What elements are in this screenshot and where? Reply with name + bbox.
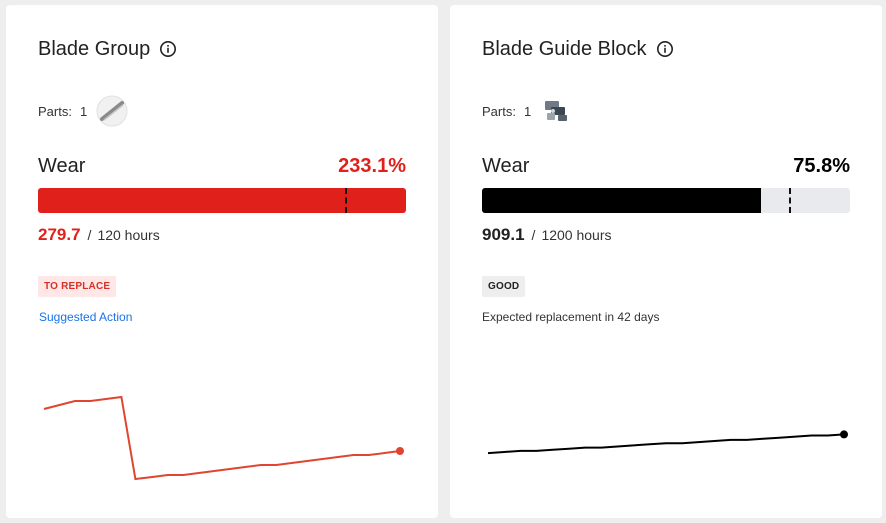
parts-row: Parts: 1 xyxy=(482,95,572,127)
wear-percent: 75.8% xyxy=(793,155,850,177)
sparkline-endpoint xyxy=(840,430,848,439)
hours-separator: / xyxy=(531,227,536,243)
card-title-row: Blade Guide Block xyxy=(482,37,674,61)
parts-label: Parts: xyxy=(38,103,72,119)
blade-part-icon[interactable] xyxy=(96,95,128,127)
info-icon[interactable] xyxy=(159,40,177,58)
parts-count: 1 xyxy=(523,103,532,119)
blade-group-card: Blade Group Parts: 1 Wear 233.1% 279.7 / xyxy=(6,5,438,518)
wear-progress-bar xyxy=(482,188,850,213)
wear-trend-sparkline xyxy=(487,430,848,455)
wear-percent: 233.1% xyxy=(338,155,406,177)
wear-row: Wear 75.8% xyxy=(482,155,850,178)
wear-row: Wear 233.1% xyxy=(38,155,406,178)
card-title: Blade Guide Block xyxy=(482,38,647,60)
suggested-action-link[interactable]: Suggested Action xyxy=(39,310,133,324)
sparkline-endpoint xyxy=(396,447,404,455)
blade-guide-block-card: Blade Guide Block Parts: 1 Wear 75.8% xyxy=(450,5,882,518)
hours-total: 120 hours xyxy=(97,227,160,243)
card-title-row: Blade Group xyxy=(38,37,177,61)
status-badge: TO REPLACE xyxy=(38,276,117,297)
hours-row: 909.1 / 1200 hours xyxy=(482,225,612,245)
info-icon[interactable] xyxy=(656,40,674,58)
wear-progress-fill xyxy=(482,188,761,213)
expected-replacement-text: Expected replacement in 42 days xyxy=(482,310,660,324)
parts-count: 1 xyxy=(79,103,88,119)
hours-total: 1200 hours xyxy=(541,227,612,243)
wear-progress-fill xyxy=(38,188,406,213)
hours-separator: / xyxy=(87,227,92,243)
card-title: Blade Group xyxy=(38,38,151,60)
hours-value: 279.7 xyxy=(38,225,81,244)
hours-row: 279.7 / 120 hours xyxy=(38,225,160,245)
guide-block-part-icon[interactable] xyxy=(540,95,572,127)
hours-value: 909.1 xyxy=(482,225,525,244)
parts-row: Parts: 1 xyxy=(38,95,128,127)
wear-trend-sparkline xyxy=(43,395,404,481)
wear-threshold-marker xyxy=(345,188,348,213)
status-badge: GOOD xyxy=(482,276,526,297)
sparkline-path xyxy=(487,433,845,455)
parts-label: Parts: xyxy=(482,103,516,119)
wear-progress-bar xyxy=(38,188,406,213)
sparkline-path xyxy=(43,395,401,481)
wear-label: Wear xyxy=(482,155,530,177)
wear-threshold-marker xyxy=(789,188,792,213)
wear-label: Wear xyxy=(38,155,86,177)
